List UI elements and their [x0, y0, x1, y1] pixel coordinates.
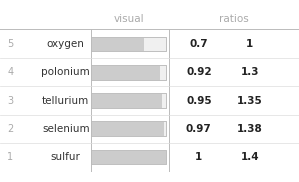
Bar	[91, 37, 166, 52]
Text: 2: 2	[7, 124, 13, 134]
Text: 4: 4	[7, 67, 13, 77]
Text: 0.97: 0.97	[186, 124, 212, 134]
Text: 1.35: 1.35	[237, 96, 263, 106]
Bar	[91, 121, 166, 136]
Bar	[91, 150, 166, 164]
Text: 1.4: 1.4	[240, 152, 259, 162]
Text: polonium: polonium	[41, 67, 90, 77]
Text: 1.38: 1.38	[237, 124, 263, 134]
Bar	[91, 65, 160, 80]
Text: 0.95: 0.95	[186, 96, 212, 106]
Text: visual: visual	[113, 14, 144, 24]
Bar	[91, 65, 166, 80]
Bar	[91, 37, 144, 52]
Text: 0.92: 0.92	[186, 67, 212, 77]
Bar	[91, 150, 166, 164]
Text: tellurium: tellurium	[42, 96, 89, 106]
Text: sulfur: sulfur	[51, 152, 81, 162]
Text: 1: 1	[195, 152, 202, 162]
Text: 3: 3	[7, 96, 13, 106]
Bar	[91, 93, 162, 108]
Text: 0.7: 0.7	[190, 39, 208, 49]
Bar	[91, 121, 164, 136]
Text: 5: 5	[7, 39, 13, 49]
Text: 1: 1	[246, 39, 253, 49]
Text: 1: 1	[7, 152, 13, 162]
Bar	[91, 93, 166, 108]
Bar	[91, 65, 166, 80]
Text: selenium: selenium	[42, 124, 90, 134]
Text: oxygen: oxygen	[47, 39, 85, 49]
Bar	[91, 121, 166, 136]
Bar	[91, 93, 166, 108]
Text: ratios: ratios	[219, 14, 249, 24]
Bar	[91, 150, 166, 164]
Text: 1.3: 1.3	[240, 67, 259, 77]
Bar	[91, 37, 166, 52]
